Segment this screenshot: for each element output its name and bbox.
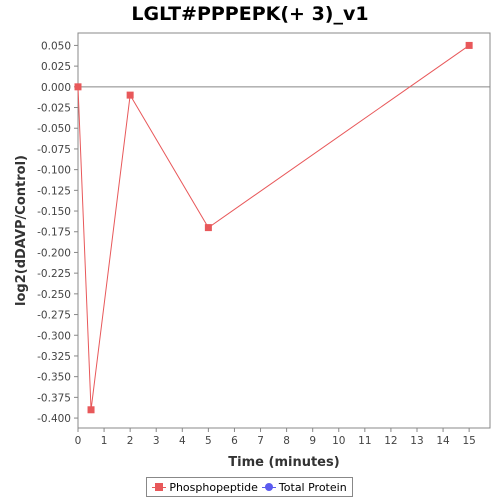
x-tick-label: 1: [101, 435, 108, 447]
x-tick-label: 0: [75, 435, 82, 447]
x-tick-label: 7: [257, 435, 264, 447]
y-tick-label: -0.375: [37, 392, 71, 404]
y-tick-label: -0.200: [37, 247, 71, 259]
axes: [77, 32, 491, 429]
x-axis-label: Time (minutes): [228, 455, 339, 470]
x-tick-label: 9: [309, 435, 316, 447]
x-tick-label: 4: [179, 435, 186, 447]
data-point: [204, 224, 212, 232]
x-tick-label: 8: [283, 435, 290, 447]
y-tick-label: -0.400: [37, 413, 71, 425]
legend-item-total-protein: Total Protein: [261, 480, 347, 494]
x-tick-label: 2: [127, 435, 134, 447]
data-point: [465, 41, 473, 49]
phosphopeptide-square-marker-icon: [152, 483, 167, 491]
y-tick-label: 0.000: [41, 82, 71, 94]
y-tick-label: -0.350: [37, 372, 71, 384]
x-tick-label: 13: [410, 435, 423, 447]
y-tick-label: -0.250: [37, 289, 71, 301]
y-tick-label: -0.225: [37, 268, 71, 280]
legend-label-phosphopeptide: Phosphopeptide: [169, 480, 258, 494]
data-point: [74, 83, 82, 91]
legend-item-phosphopeptide: Phosphopeptide: [152, 481, 258, 494]
x-tick-label: 15: [462, 435, 475, 447]
x-tick-label: 14: [436, 435, 450, 447]
data-point: [126, 91, 134, 99]
series-layer: [74, 41, 473, 414]
y-tick-label: -0.150: [37, 206, 71, 218]
x-tick-label: 12: [384, 435, 397, 447]
x-tick-label: 5: [205, 435, 212, 447]
y-tick-label: 0.025: [41, 61, 71, 73]
legend-label-total-protein: Total Protein: [278, 480, 347, 494]
tick-marks: 0.050 0.025 0.000 -0.025 -0.050 -0.075 -0.100 -…: [37, 40, 476, 447]
series-line-phosphopeptide: [77, 45, 470, 410]
y-tick-label: -0.125: [37, 185, 71, 197]
y-tick-label: -0.075: [37, 144, 71, 156]
y-tick-label: -0.175: [37, 227, 71, 239]
legend: Phosphopeptide Total Protein: [146, 477, 353, 497]
y-tick-label: -0.300: [37, 330, 71, 342]
y-axis-label: log2(dDAVP/Control): [14, 155, 29, 306]
x-tick-label: 10: [332, 435, 345, 447]
data-point: [87, 406, 95, 414]
chart-title: LGLT#PPPEPK(+ 3)_v1: [131, 3, 369, 25]
x-tick-label: 11: [358, 435, 371, 447]
x-tick-label: 6: [231, 435, 238, 447]
x-tick-label: 3: [153, 435, 160, 447]
y-tick-label: -0.050: [37, 123, 71, 135]
plot-area-border: [77, 32, 491, 429]
y-tick-label: 0.050: [41, 40, 71, 52]
y-tick-label: -0.275: [37, 310, 71, 322]
y-tick-label: -0.100: [37, 165, 71, 177]
y-tick-label: -0.325: [37, 351, 71, 363]
total-protein-circle-marker-icon: [261, 483, 276, 491]
y-tick-label: -0.025: [37, 103, 71, 115]
